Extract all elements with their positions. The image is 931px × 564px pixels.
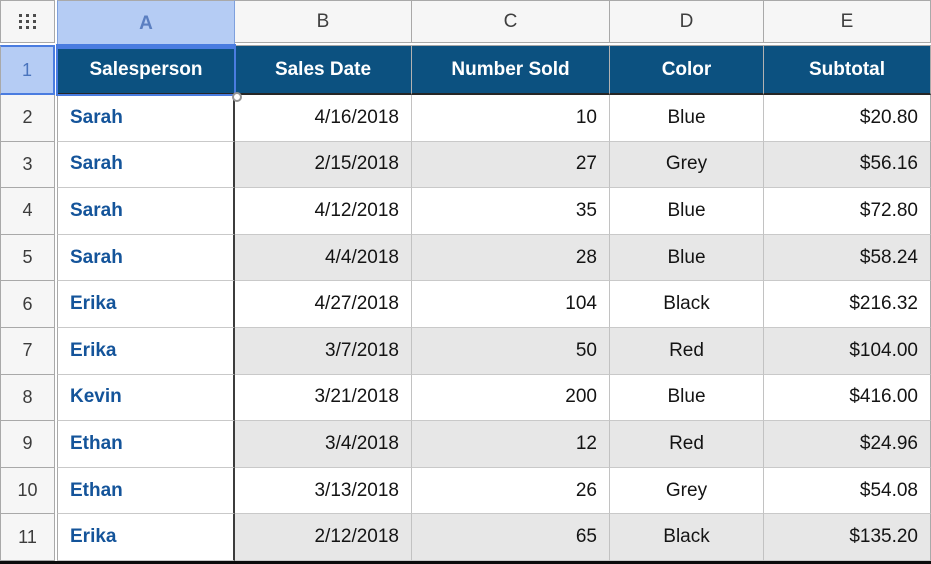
table-handle-button[interactable] (0, 0, 55, 43)
cell-A7[interactable]: Erika (57, 327, 235, 375)
cell-C6[interactable]: 104 (412, 281, 610, 328)
column-tab-d[interactable]: D (610, 0, 764, 43)
cell-B4[interactable]: 4/12/2018 (235, 188, 412, 235)
cell-E7[interactable]: $104.00 (764, 327, 931, 375)
cell-C4[interactable]: 35 (412, 188, 610, 235)
cell-B3[interactable]: 2/15/2018 (235, 141, 412, 189)
cell-E11[interactable]: $135.20 (764, 514, 931, 561)
row-number-bar: 1 2 3 4 5 6 7 8 9 10 11 (0, 45, 55, 561)
cell-E10[interactable]: $54.08 (764, 467, 931, 515)
cell-C11[interactable]: 65 (412, 514, 610, 561)
cell-B6[interactable]: 4/27/2018 (235, 281, 412, 328)
cell-A5[interactable]: Sarah (57, 234, 235, 282)
cell-D6[interactable]: Black (610, 281, 764, 328)
cell-C7[interactable]: 50 (412, 327, 610, 375)
cell-A11[interactable]: Erika (57, 514, 235, 561)
cell-A4[interactable]: Sarah (57, 188, 235, 235)
cell-E2[interactable]: $20.80 (764, 95, 931, 142)
column-tab-c[interactable]: C (412, 0, 610, 43)
row-tab-4[interactable]: 4 (0, 188, 55, 235)
cell-A2[interactable]: Sarah (57, 95, 235, 142)
cell-A6[interactable]: Erika (57, 281, 235, 328)
row-tab-2[interactable]: 2 (0, 95, 55, 142)
row-tab-3[interactable]: 3 (0, 141, 55, 189)
cell-E4[interactable]: $72.80 (764, 188, 931, 235)
cell-E9[interactable]: $24.96 (764, 421, 931, 468)
table-drag-handle-icon (19, 14, 36, 29)
cell-fill-handle[interactable] (232, 92, 242, 102)
header-cell-salesperson[interactable]: Salesperson (57, 45, 235, 95)
table-bottom-edge (0, 561, 931, 564)
cell-C8[interactable]: 200 (412, 374, 610, 422)
row-tab-1[interactable]: 1 (0, 45, 55, 95)
cell-E8[interactable]: $416.00 (764, 374, 931, 422)
cell-C9[interactable]: 12 (412, 421, 610, 468)
cell-E5[interactable]: $58.24 (764, 234, 931, 282)
header-cell-color[interactable]: Color (610, 45, 764, 95)
cell-D11[interactable]: Black (610, 514, 764, 561)
cell-D5[interactable]: Blue (610, 234, 764, 282)
row-tab-11[interactable]: 11 (0, 514, 55, 561)
row-tab-8[interactable]: 8 (0, 374, 55, 422)
cell-B2[interactable]: 4/16/2018 (235, 95, 412, 142)
cell-A9[interactable]: Ethan (57, 421, 235, 468)
table-grid: Salesperson Sales Date Number Sold Color Sub… (57, 45, 931, 561)
cell-D10[interactable]: Grey (610, 467, 764, 515)
row-tab-6[interactable]: 6 (0, 281, 55, 328)
cell-B9[interactable]: 3/4/2018 (235, 421, 412, 468)
cell-A10[interactable]: Ethan (57, 467, 235, 515)
cell-B5[interactable]: 4/4/2018 (235, 234, 412, 282)
header-cell-sales-date[interactable]: Sales Date (235, 45, 412, 95)
column-tab-b[interactable]: B (235, 0, 412, 43)
row-tab-5[interactable]: 5 (0, 234, 55, 282)
cell-E6[interactable]: $216.32 (764, 281, 931, 328)
selected-cell-outline (56, 44, 242, 102)
cell-C3[interactable]: 27 (412, 141, 610, 189)
cell-E3[interactable]: $56.16 (764, 141, 931, 189)
cell-C2[interactable]: 10 (412, 95, 610, 142)
column-tab-a[interactable]: A (57, 0, 235, 49)
cell-D9[interactable]: Red (610, 421, 764, 468)
cell-D4[interactable]: Blue (610, 188, 764, 235)
cell-D7[interactable]: Red (610, 327, 764, 375)
column-tab-e[interactable]: E (764, 0, 931, 43)
cell-B11[interactable]: 2/12/2018 (235, 514, 412, 561)
cell-D3[interactable]: Grey (610, 141, 764, 189)
cell-D2[interactable]: Blue (610, 95, 764, 142)
cell-D8[interactable]: Blue (610, 374, 764, 422)
cell-B8[interactable]: 3/21/2018 (235, 374, 412, 422)
cell-B10[interactable]: 3/13/2018 (235, 467, 412, 515)
header-cell-subtotal[interactable]: Subtotal (764, 45, 931, 95)
cell-A8[interactable]: Kevin (57, 374, 235, 422)
cell-A3[interactable]: Sarah (57, 141, 235, 189)
cell-B7[interactable]: 3/7/2018 (235, 327, 412, 375)
header-cell-number-sold[interactable]: Number Sold (412, 45, 610, 95)
row-tab-7[interactable]: 7 (0, 327, 55, 375)
row-tab-10[interactable]: 10 (0, 467, 55, 515)
cell-C10[interactable]: 26 (412, 467, 610, 515)
cell-C5[interactable]: 28 (412, 234, 610, 282)
row-tab-9[interactable]: 9 (0, 421, 55, 468)
